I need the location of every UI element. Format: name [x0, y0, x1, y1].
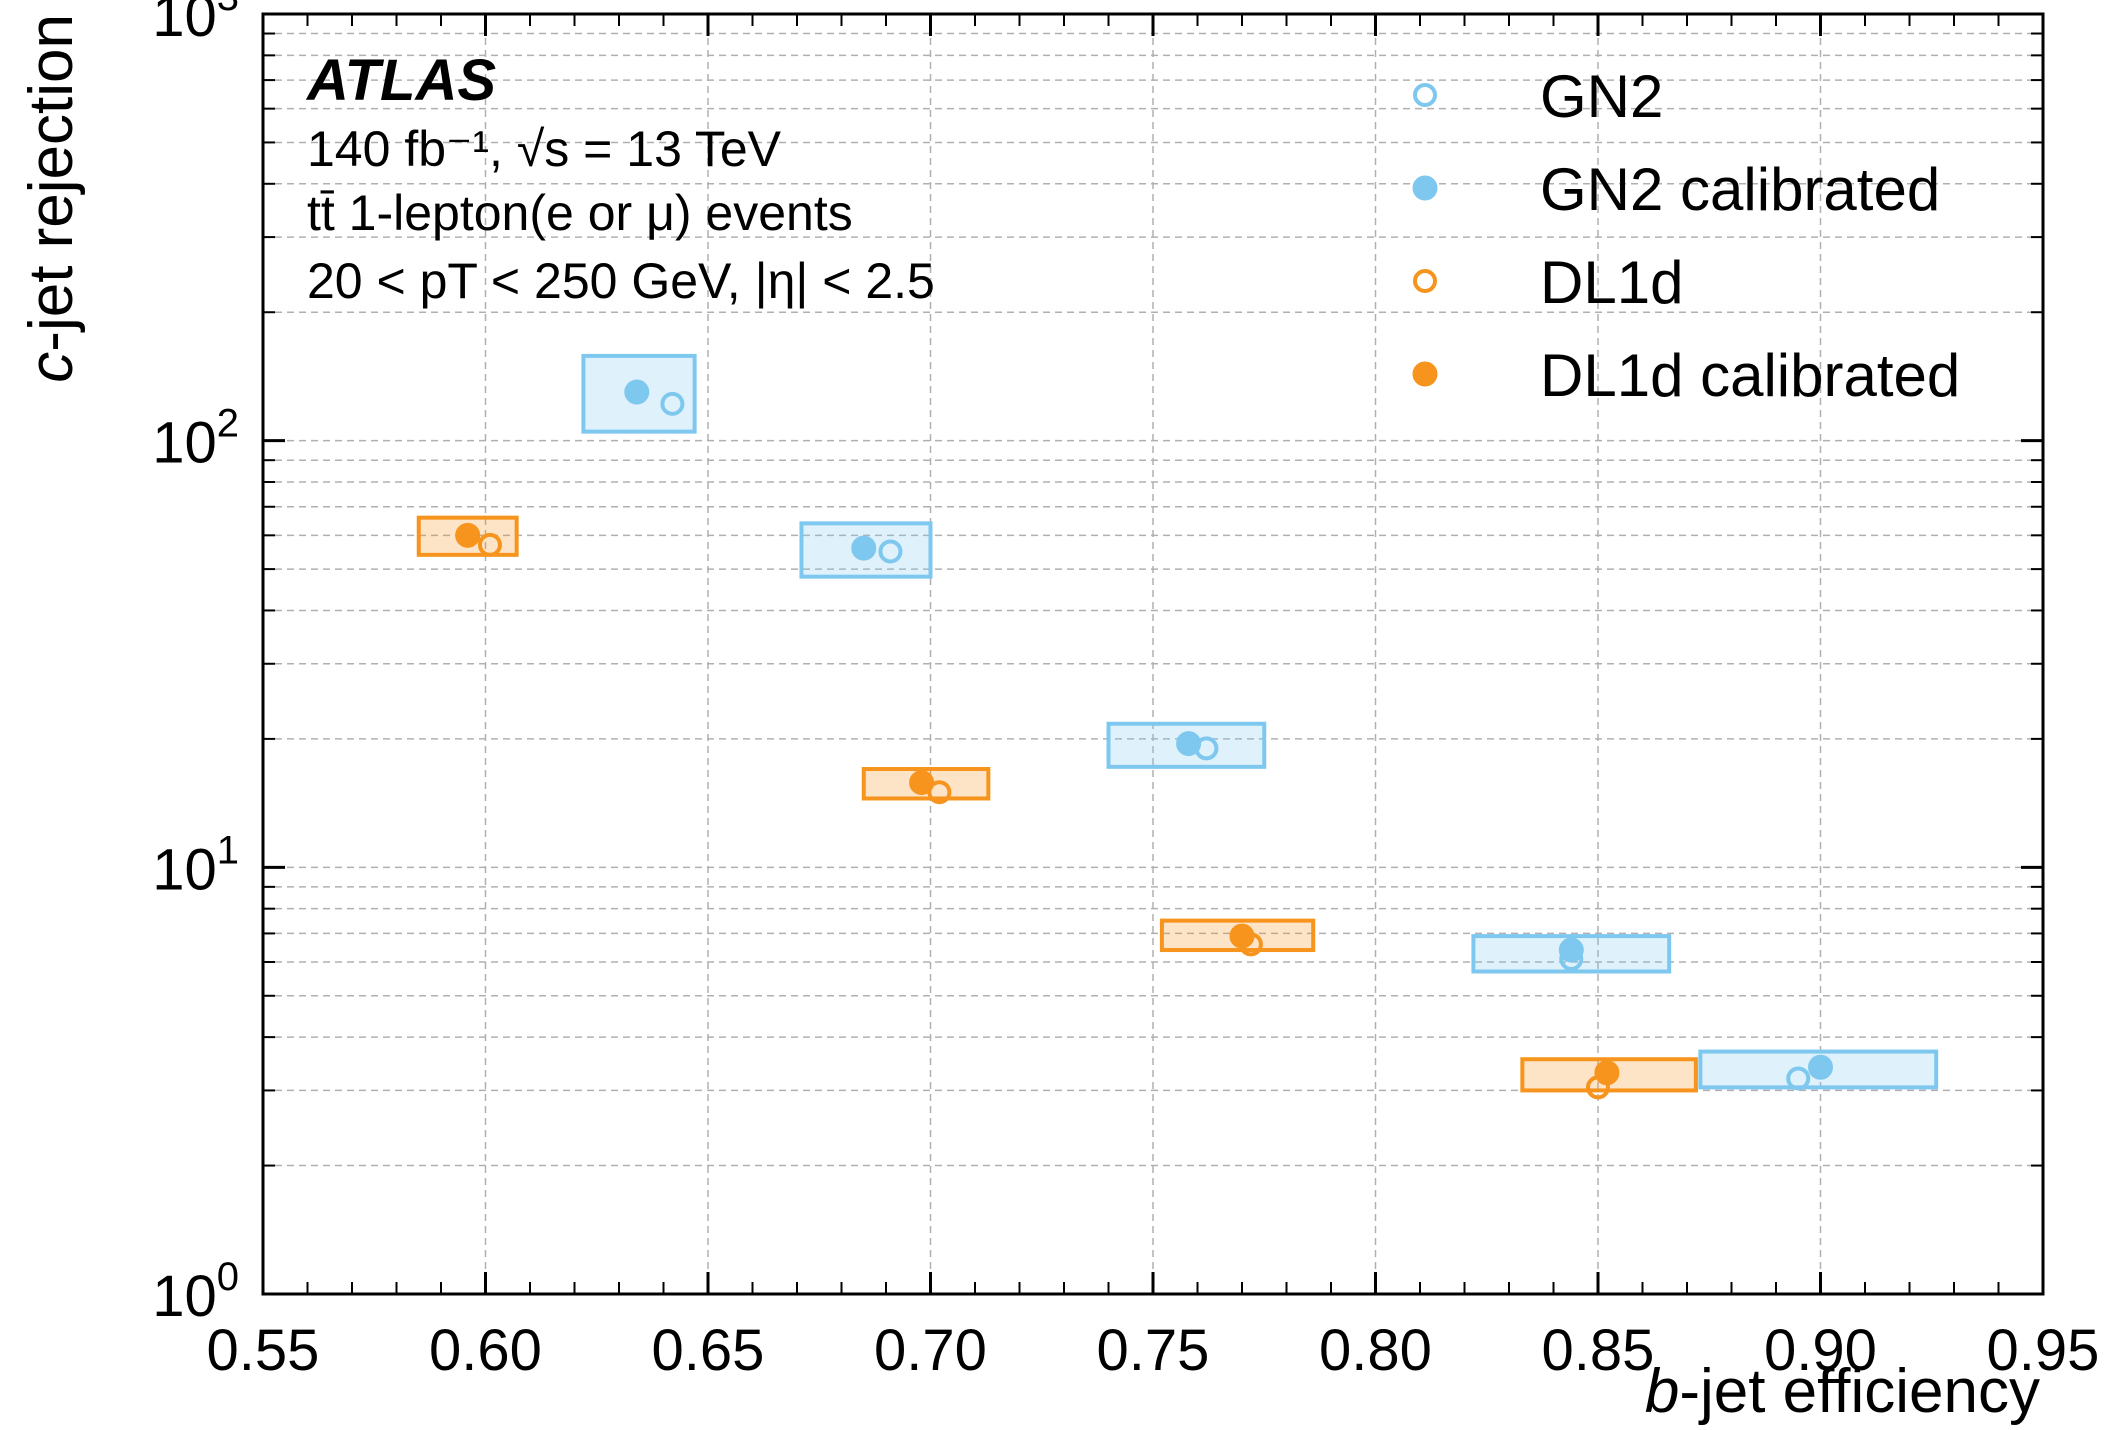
legend-marker — [1413, 269, 1437, 293]
filled-data-point — [1808, 1054, 1833, 1080]
data-points — [455, 379, 1833, 1100]
grid-lines — [263, 14, 2043, 1294]
legend-label: DL1d — [1540, 249, 1683, 316]
legend-marker — [1412, 361, 1438, 387]
filled-data-point — [1176, 731, 1202, 757]
x-tick-label: 0.75 — [1097, 1318, 1210, 1383]
cuts-label: 20 < pT < 250 GeV, |η| < 2.5 — [307, 253, 935, 309]
experiment-label: ATLAS — [305, 48, 496, 113]
x-tick-label: 0.95 — [1987, 1318, 2100, 1383]
filled-data-point — [1558, 937, 1584, 963]
x-tick-label: 0.70 — [874, 1318, 987, 1383]
axis-ticks: 0.55 0.60 0.65 0.70 0.75 0.80 0.85 0.90 0.95 100 1… — [152, 0, 2099, 1383]
legend: GN2 GN2 calibrated DL1d DL1d calibrated — [1412, 63, 1960, 409]
x-tick-label: 0.65 — [652, 1318, 765, 1383]
filled-data-point — [851, 535, 877, 561]
atlas-annotation: ATLAS 140 fb⁻¹, √s = 13 TeV tt̄ 1-lepton… — [305, 48, 935, 309]
process-label: tt̄ 1-lepton(e or μ) events — [307, 185, 853, 241]
x-tick-label: 0.80 — [1319, 1318, 1432, 1383]
filled-data-point — [1229, 923, 1255, 949]
y-tick-label: 102 — [152, 402, 239, 476]
x-tick-label: 0.90 — [1764, 1318, 1877, 1383]
legend-label: GN2 calibrated — [1540, 156, 1940, 223]
uncertainty-boxes — [416, 353, 1939, 1093]
filled-data-point — [455, 522, 481, 548]
x-tick-label: 0.60 — [429, 1318, 542, 1383]
legend-marker — [1412, 175, 1438, 201]
filled-data-point — [909, 770, 935, 796]
open-data-point — [660, 391, 685, 416]
open-data-point — [477, 532, 502, 557]
filled-data-point — [624, 379, 650, 405]
y-tick-label: 101 — [152, 828, 239, 902]
filled-data-point — [1594, 1060, 1620, 1086]
x-axis-title: b-jet efficiency — [1645, 1357, 2040, 1426]
open-data-point — [1786, 1066, 1811, 1091]
x-tick-label: 0.55 — [207, 1318, 320, 1383]
legend-label: DL1d calibrated — [1540, 342, 1960, 409]
x-tick-label: 0.85 — [1542, 1318, 1655, 1383]
svg-text:c-jet rejection: c-jet rejection — [17, 14, 86, 383]
lumi-label: 140 fb⁻¹, √s = 13 TeV — [307, 121, 782, 177]
y-tick-label: 103 — [152, 0, 239, 49]
open-data-point — [878, 539, 903, 564]
legend-marker — [1413, 83, 1437, 107]
y-tick-label: 100 — [152, 1255, 239, 1329]
legend-label: GN2 — [1540, 63, 1663, 130]
y-axis-title: c-jet rejection — [17, 14, 86, 383]
svg-text:b-jet efficiency: b-jet efficiency — [1645, 1357, 2040, 1426]
